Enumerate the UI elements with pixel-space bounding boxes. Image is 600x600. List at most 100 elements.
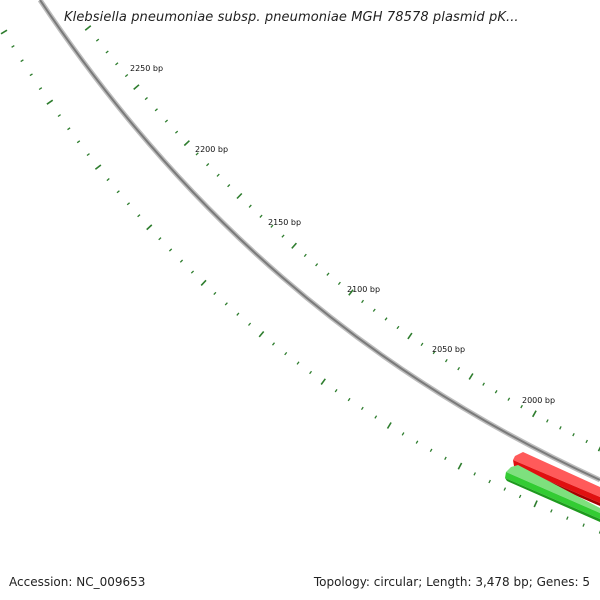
outer-ring-minor-tick (174, 130, 179, 134)
inner-ring-minor-tick (116, 190, 120, 194)
inner-ring-major-tick (46, 99, 54, 105)
inner-ring-minor-tick (550, 509, 553, 513)
inner-ring-minor-tick (347, 397, 351, 402)
reverse-gene-feature[interactable] (505, 465, 600, 522)
outer-ring-major-tick (407, 332, 413, 340)
inner-ring-minor-tick (106, 178, 110, 182)
inner-ring-minor-tick (566, 516, 569, 520)
outer-ring-major-tick (532, 410, 537, 418)
outer-ring-major-tick (236, 192, 243, 200)
outer-ring-minor-tick (95, 38, 100, 42)
backbone-arc-core (39, 0, 600, 481)
outer-ring-minor-tick (337, 281, 341, 286)
outer-ring-major-tick (183, 140, 190, 147)
tick-label-2050: 2050 bp (432, 345, 465, 354)
tick-label-2200: 2200 bp (195, 145, 228, 154)
inner-ring-minor-tick (582, 523, 585, 527)
inner-ring-minor-tick (158, 237, 162, 241)
outer-ring-minor-tick (546, 419, 549, 423)
inner-ring-minor-tick (473, 472, 476, 476)
outer-ring-minor-tick (396, 325, 400, 330)
outer-tick-ring (84, 25, 600, 452)
inner-ring-minor-tick (236, 312, 240, 316)
inner-ring-minor-tick (224, 302, 228, 306)
inner-ring-minor-tick (213, 291, 217, 296)
inner-ring-minor-tick (444, 456, 447, 461)
outer-ring-minor-tick (457, 366, 461, 371)
inner-ring-minor-tick (415, 440, 419, 444)
outer-ring-minor-tick (507, 397, 511, 401)
inner-ring-minor-tick (168, 248, 173, 252)
tick-label-2100: 2100 bp (347, 285, 380, 294)
inner-ring-minor-tick (518, 494, 522, 499)
inner-ring-minor-tick (67, 127, 71, 131)
inner-ring-minor-tick (296, 361, 300, 365)
tick-label-2150: 2150 bp (268, 218, 301, 227)
outer-ring-minor-tick (206, 163, 210, 167)
outer-ring-minor-tick (248, 204, 252, 208)
inner-ring-minor-tick (503, 487, 507, 491)
outer-ring-minor-tick (105, 50, 109, 54)
outer-ring-minor-tick (154, 108, 158, 112)
inner-ring-minor-tick (76, 140, 81, 144)
inner-ring-minor-tick (309, 370, 313, 375)
tick-labels: 2250 bp 2200 bp 2150 bp 2100 bp 2050 bp … (130, 64, 555, 405)
inner-ring-minor-tick (360, 406, 364, 411)
outer-ring-minor-tick (115, 62, 119, 66)
outer-ring-minor-tick (361, 299, 365, 304)
inner-ring-minor-tick (248, 322, 252, 326)
outer-ring-minor-tick (494, 390, 498, 394)
inner-ring-minor-tick (86, 153, 90, 157)
backbone-arc (37, 0, 600, 483)
outer-ring-minor-tick (144, 97, 148, 101)
inner-ring-minor-tick (57, 114, 61, 118)
outer-ring-minor-tick (572, 433, 575, 437)
inner-ring-minor-tick (401, 432, 405, 436)
inner-tick-ring (0, 29, 600, 534)
outer-ring-minor-tick (259, 214, 263, 218)
inner-ring-minor-tick (126, 202, 131, 206)
outer-ring-minor-tick (384, 317, 388, 321)
inner-ring-major-tick (533, 500, 538, 508)
inner-ring-major-tick (320, 378, 326, 385)
inner-ring-major-tick (94, 164, 102, 170)
outer-ring-minor-tick (559, 426, 562, 430)
outer-ring-minor-tick (281, 234, 285, 238)
outer-ring-minor-tick (195, 152, 199, 156)
inner-ring-minor-tick (334, 389, 338, 393)
inner-ring-minor-tick (29, 73, 33, 77)
outer-ring-major-tick (468, 373, 474, 380)
outer-ring-minor-tick (420, 342, 424, 347)
inner-ring-minor-tick (271, 342, 276, 346)
inner-ring-minor-tick (284, 351, 288, 356)
inner-ring-major-tick (0, 29, 8, 35)
inner-ring-minor-tick (488, 479, 491, 484)
map-title: Klebsiella pneumoniae subsp. pneumoniae … (64, 10, 519, 25)
inner-ring-minor-tick (429, 448, 433, 453)
tick-label-2000: 2000 bp (522, 396, 555, 405)
outer-ring-minor-tick (315, 263, 319, 267)
outer-ring-major-tick (84, 25, 92, 31)
outer-ring-minor-tick (227, 184, 231, 188)
outer-ring-minor-tick (444, 358, 448, 363)
outer-ring-minor-tick (432, 350, 436, 355)
outer-ring-minor-tick (585, 439, 588, 444)
accession-text: Accession: NC_009653 (9, 575, 146, 589)
outer-ring-major-tick (133, 84, 140, 91)
inner-ring-major-tick (146, 224, 153, 231)
inner-ring-minor-tick (137, 214, 141, 218)
inner-ring-major-tick (457, 462, 463, 470)
inner-ring-minor-tick (20, 59, 24, 63)
outer-ring-minor-tick (372, 308, 376, 312)
outer-ring-minor-tick (270, 224, 274, 228)
outer-ring-major-tick (597, 446, 600, 452)
outer-ring-minor-tick (303, 253, 307, 258)
inner-ring-major-tick (200, 279, 207, 286)
outer-ring-minor-tick (520, 404, 523, 409)
inner-ring-major-tick (258, 330, 265, 338)
inner-ring-minor-tick (374, 415, 378, 419)
outer-ring-minor-tick (124, 74, 129, 78)
outer-ring-minor-tick (164, 119, 169, 123)
outer-ring-minor-tick (216, 173, 220, 177)
inner-ring-minor-tick (11, 45, 15, 48)
